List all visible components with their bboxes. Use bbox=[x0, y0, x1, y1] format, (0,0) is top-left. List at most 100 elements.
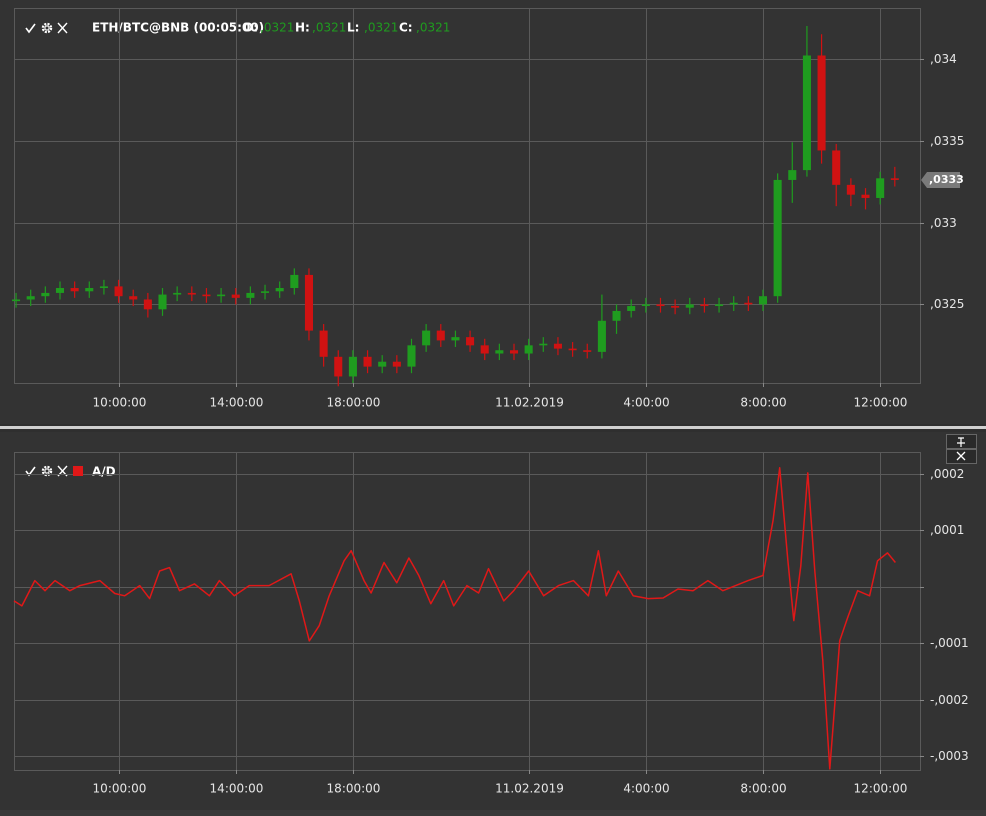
x-tick-label: 4:00:00 bbox=[623, 782, 669, 796]
candle-body bbox=[202, 294, 211, 297]
x-tick-label: 10:00:00 bbox=[93, 396, 147, 410]
candle-body bbox=[26, 296, 35, 300]
candle-body bbox=[539, 343, 548, 346]
price-legend-icons bbox=[25, 22, 68, 34]
x-tick-label: 12:00:00 bbox=[854, 396, 908, 410]
candle-body bbox=[671, 306, 680, 308]
x-tick-label: 18:00:00 bbox=[327, 782, 381, 796]
candle-body bbox=[656, 304, 665, 307]
candle-body bbox=[568, 348, 577, 351]
legend-swatch bbox=[73, 466, 83, 476]
legend-label: A/D bbox=[92, 465, 116, 479]
candle-body bbox=[817, 55, 826, 151]
indicator-panel bbox=[0, 432, 986, 812]
visibility-check[interactable] bbox=[25, 23, 36, 34]
price-plot-frame bbox=[14, 8, 921, 384]
x-tick-label: 10:00:00 bbox=[93, 782, 147, 796]
settings-gear[interactable] bbox=[41, 22, 53, 34]
candle-body bbox=[41, 292, 50, 297]
candle-body bbox=[143, 299, 152, 310]
candle-body bbox=[187, 292, 196, 295]
candle-body bbox=[773, 179, 782, 297]
candle-body bbox=[583, 350, 592, 352]
candle-body bbox=[612, 310, 621, 321]
candle-body bbox=[641, 304, 650, 307]
price-panel bbox=[0, 0, 986, 424]
x-tick-label: 8:00:00 bbox=[740, 396, 786, 410]
candles bbox=[12, 26, 899, 387]
security-title: ETH/BTC@BNB (00:05:00) bbox=[92, 21, 264, 35]
panel-splitter[interactable] bbox=[0, 426, 986, 429]
candle-body bbox=[348, 356, 357, 377]
candle-body bbox=[392, 361, 401, 367]
candle-body bbox=[758, 296, 768, 305]
indicator-plot-frame bbox=[14, 452, 921, 771]
candle-body bbox=[876, 178, 885, 198]
remove-icon[interactable] bbox=[57, 22, 68, 34]
y-tick-label: -,0003 bbox=[930, 749, 969, 763]
y-tick-label: ,033 bbox=[930, 216, 957, 230]
candle-body bbox=[363, 356, 372, 367]
candle-body bbox=[55, 288, 65, 293]
candle-body bbox=[407, 345, 416, 367]
candle-body bbox=[509, 350, 519, 354]
ohlc-name: L: bbox=[347, 21, 359, 35]
x-tick-label: 11.02.2019 bbox=[495, 396, 564, 410]
candle-body bbox=[480, 345, 489, 354]
candle-body bbox=[466, 337, 475, 346]
candle-body bbox=[129, 296, 138, 300]
y-tick-label: ,0002 bbox=[930, 467, 964, 481]
candle-body bbox=[788, 170, 797, 180]
close-icon bbox=[956, 451, 966, 461]
candle-body bbox=[729, 302, 738, 305]
candle-body bbox=[319, 330, 328, 357]
candle-body bbox=[700, 304, 709, 307]
candle-body bbox=[304, 274, 313, 331]
candle-body bbox=[744, 302, 753, 305]
candle-body bbox=[553, 343, 562, 349]
y-tick-label: -,0002 bbox=[930, 693, 969, 707]
y-tick-label: ,0001 bbox=[930, 523, 964, 537]
candle-body bbox=[802, 55, 811, 171]
indicator-line bbox=[13, 467, 896, 770]
candle-body bbox=[861, 194, 870, 198]
candle-body bbox=[495, 350, 504, 354]
y-tick-label: -,0001 bbox=[930, 636, 969, 650]
candle-body bbox=[246, 292, 255, 298]
y-tick-label: ,0335 bbox=[930, 134, 964, 148]
candle-body bbox=[158, 294, 167, 310]
last-price-label: ,0333 bbox=[929, 173, 964, 186]
x-tick-label: 14:00:00 bbox=[210, 396, 264, 410]
candle-body bbox=[846, 184, 855, 195]
candle-body bbox=[524, 345, 533, 354]
candle-body bbox=[378, 361, 387, 367]
x-tick-label: 11.02.2019 bbox=[495, 782, 564, 796]
candle-body bbox=[85, 288, 94, 292]
settings-gear[interactable] bbox=[41, 465, 53, 477]
candle-body bbox=[261, 291, 270, 293]
candle-body bbox=[451, 337, 460, 341]
candle-body bbox=[275, 288, 284, 292]
ohlc-name: C: bbox=[399, 21, 413, 35]
candle-body bbox=[217, 294, 226, 297]
candle-body bbox=[173, 292, 182, 295]
x-tick-label: 4:00:00 bbox=[623, 396, 669, 410]
x-tick-label: 18:00:00 bbox=[327, 396, 381, 410]
x-tick-label: 14:00:00 bbox=[210, 782, 264, 796]
ohlc-value: ,0321 bbox=[364, 21, 398, 35]
candle-body bbox=[890, 178, 899, 180]
candle-body bbox=[12, 299, 21, 302]
panel-buttons bbox=[946, 434, 977, 464]
candle-body bbox=[231, 294, 240, 298]
candle-body bbox=[70, 288, 79, 292]
x-tick-label: 8:00:00 bbox=[740, 782, 786, 796]
x-tick-label: 12:00:00 bbox=[854, 782, 908, 796]
pin-icon bbox=[957, 437, 965, 447]
candle-body bbox=[99, 286, 108, 289]
candle-body bbox=[597, 320, 606, 352]
ohlc-value: ,0321 bbox=[312, 21, 346, 35]
candle-body bbox=[422, 330, 431, 346]
candle-body bbox=[832, 150, 841, 185]
ohlc-value: ,0321 bbox=[416, 21, 450, 35]
